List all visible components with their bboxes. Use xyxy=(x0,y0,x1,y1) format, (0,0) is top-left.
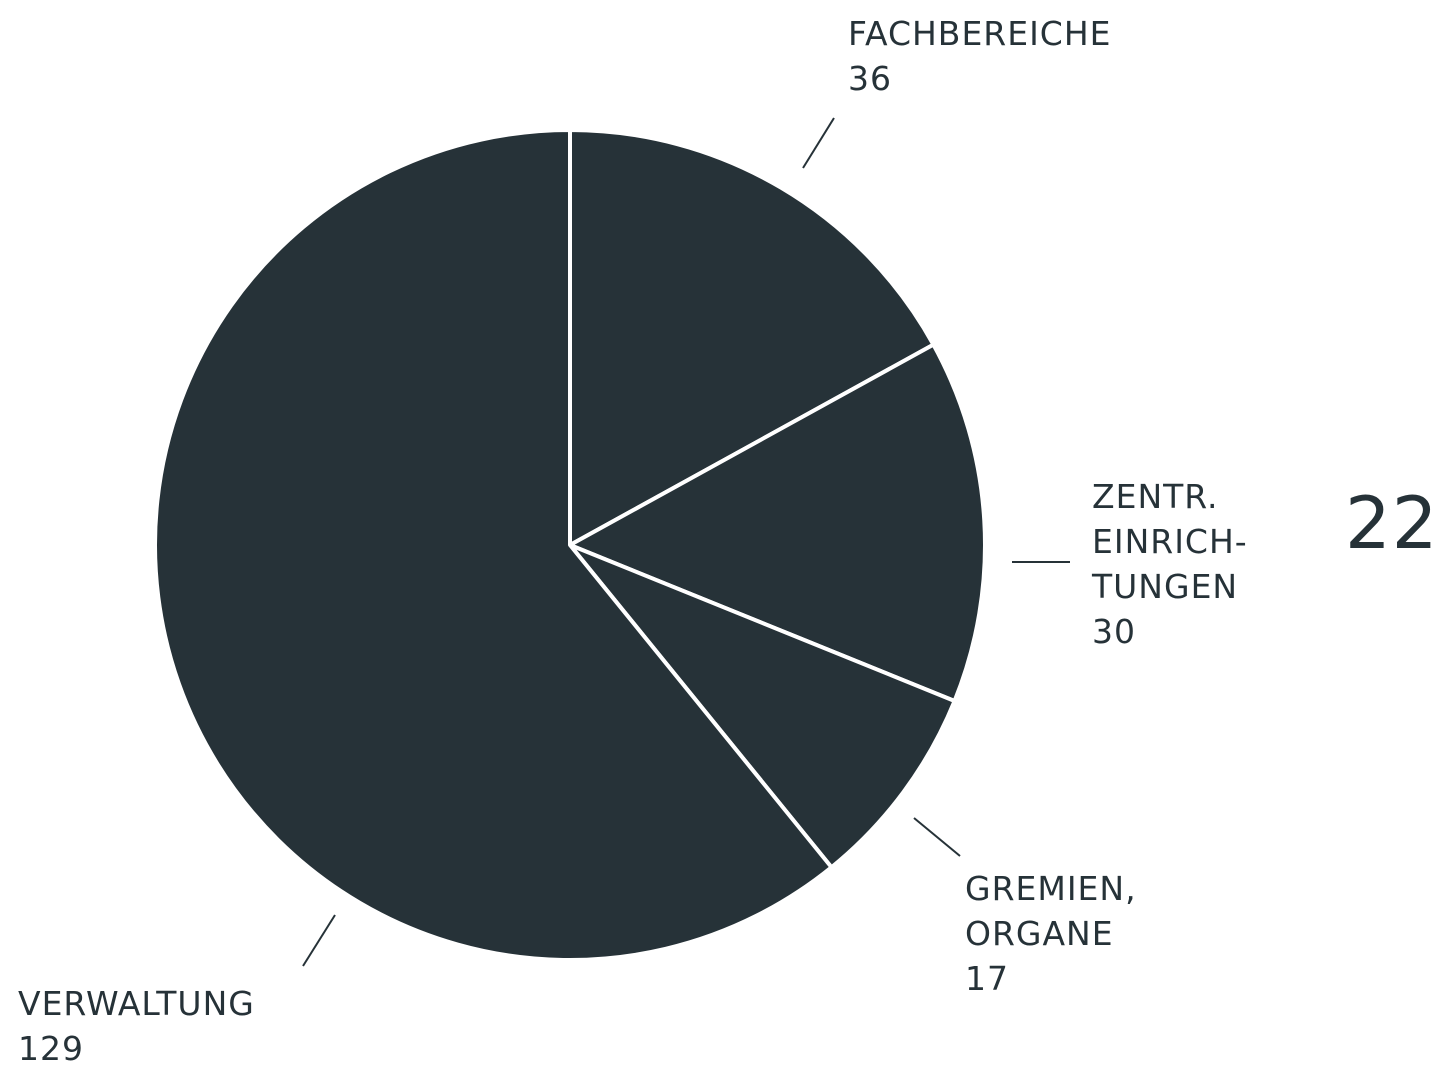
slice-label: ZENTR. xyxy=(1092,477,1219,516)
slice-label: TUNGEN xyxy=(1091,567,1238,606)
slice-label: GREMIEN, xyxy=(965,869,1137,908)
slice-label: VERWALTUNG xyxy=(18,984,255,1023)
annotation: 22 xyxy=(1345,481,1439,565)
slice-label: EINRICH- xyxy=(1092,522,1248,561)
pie-slice xyxy=(153,128,834,962)
leader-line xyxy=(913,817,961,857)
value-label: 36 xyxy=(848,59,892,98)
value-label: 17 xyxy=(965,959,1009,998)
pie-slice xyxy=(568,342,987,703)
leader-line xyxy=(302,914,336,967)
slice-label: ORGANE xyxy=(965,914,1114,953)
pie-slice xyxy=(568,128,936,547)
slice-label: FACHBEREICHE xyxy=(848,14,1112,53)
pie-slice xyxy=(568,543,957,870)
value-label: 30 xyxy=(1092,612,1136,651)
value-label: 129 xyxy=(18,1029,84,1065)
leader-line xyxy=(802,117,835,169)
